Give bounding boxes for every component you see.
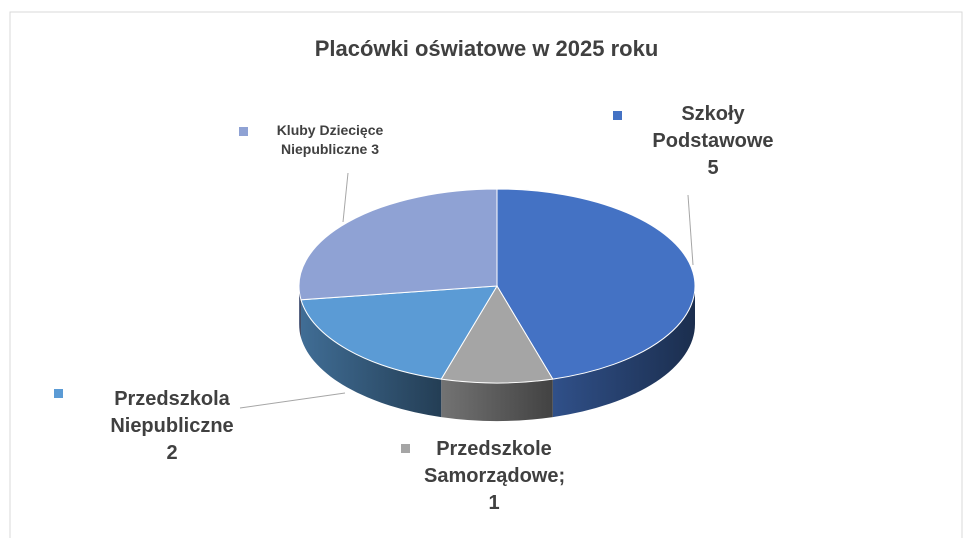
slice-side (301, 299, 442, 418)
slice (496, 188, 696, 380)
data-label: Przedszkole Samorządowe; 1 (424, 438, 566, 514)
chart-title: Placówki oświatowe w 2025 roku (314, 36, 659, 61)
leader-line (239, 392, 346, 409)
slice-side (552, 286, 695, 418)
leader-line (342, 172, 349, 223)
chart-border (9, 11, 963, 538)
data-label: Przedszkola Niepubliczne 2 (110, 388, 234, 464)
slice-side (441, 379, 553, 421)
leader-line (687, 194, 694, 266)
label-marker (401, 444, 410, 453)
slice (440, 285, 554, 384)
label-marker (239, 127, 248, 136)
slice (298, 188, 498, 301)
label-marker (613, 111, 622, 120)
data-label: Kluby Dziecięce Niepubliczne 3 (276, 122, 384, 157)
slice (300, 285, 498, 380)
data-label: Szkoły Podstawowe 5 (652, 103, 774, 179)
label-marker (54, 389, 63, 398)
